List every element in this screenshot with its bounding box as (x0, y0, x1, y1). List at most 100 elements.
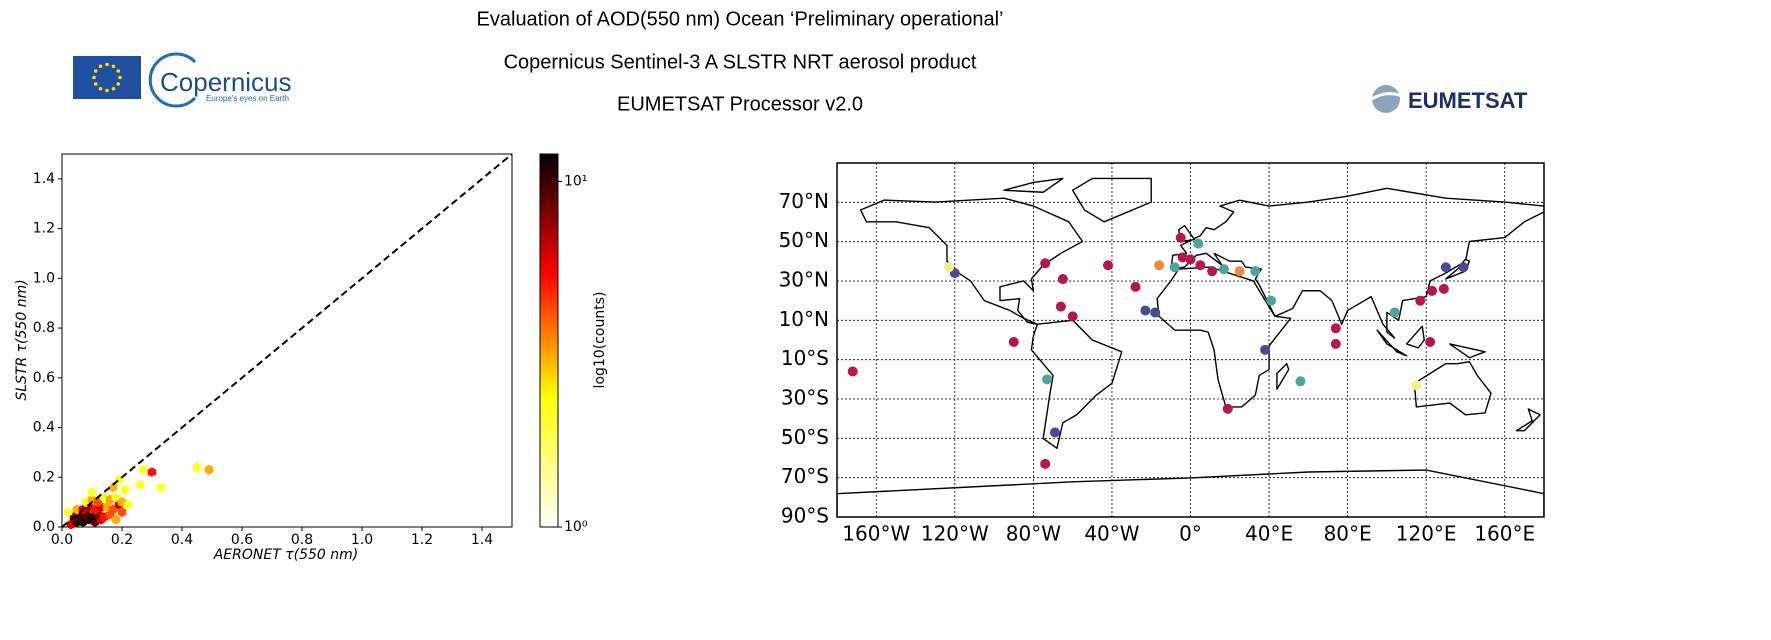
y-tick-label: 0.2 (33, 469, 55, 485)
flag-star (92, 75, 96, 80)
station-point (1440, 262, 1451, 273)
station-point (1330, 338, 1341, 349)
hexbin-cell (150, 474, 160, 485)
flag-star (118, 75, 122, 80)
flag-star (111, 86, 116, 91)
y-tick-label: 0.0 (33, 519, 55, 535)
station-point (1140, 305, 1151, 316)
x-tick-label: 40°W (1084, 522, 1139, 546)
y-tick-label: 50°S (781, 425, 829, 449)
x-tick-label: 120°W (921, 522, 989, 546)
y-tick-label: 50°N (779, 228, 829, 252)
x-tick-label: 1.0 (351, 532, 373, 548)
hexbin-cell (168, 489, 178, 500)
station-point (1427, 285, 1438, 296)
y-tick-label: 70°N (779, 189, 829, 213)
y-tick-label: 0.4 (33, 420, 55, 436)
station-point (1411, 380, 1422, 391)
station-point (1266, 295, 1277, 306)
hexbin-cell (183, 439, 193, 450)
station-point (1040, 258, 1051, 269)
title-line: Evaluation of AOD(550 nm) Ocean ‘Prelimi… (477, 8, 1004, 30)
x-tick-label: 0.2 (111, 532, 133, 548)
hexbin-cell (138, 464, 148, 475)
y-tick-label: 0.8 (33, 320, 55, 336)
colorbar (539, 153, 559, 528)
x-tick-label: 80°E (1324, 522, 1372, 546)
station-point (847, 366, 858, 377)
x-tick-label: 40°E (1245, 522, 1293, 546)
station-point (1169, 262, 1180, 273)
hexbin-cell (132, 494, 142, 505)
y-tick-label: 1.2 (33, 221, 55, 237)
hexbin-cell (147, 444, 157, 455)
hexbin-cell (147, 467, 157, 478)
station-point (1175, 232, 1186, 243)
station-point (1295, 376, 1306, 387)
x-tick-label: 1.4 (471, 532, 493, 548)
eumetsat-logo: EUMETSAT (1371, 85, 1528, 113)
one-to-one-line (61, 153, 513, 528)
y-tick-label: 30°S (781, 386, 829, 410)
title-line: Copernicus Sentinel-3 A SLSTR NRT aeroso… (504, 51, 977, 73)
x-tick-label: 0° (1179, 522, 1202, 546)
station-point (1130, 281, 1141, 292)
eu-flag (73, 56, 141, 99)
station-point (1222, 403, 1233, 414)
logo-text: EUMETSAT (1408, 88, 1528, 113)
y-tick-label: 70°S (781, 464, 829, 488)
flag-star (93, 69, 98, 73)
station-point (1057, 274, 1068, 285)
x-tick-label: 1.2 (411, 532, 433, 548)
x-tick-label: 160°E (1474, 522, 1535, 546)
plot-frame (61, 153, 513, 528)
x-tick-label: 0.6 (231, 532, 253, 548)
station-point (1193, 238, 1204, 249)
station-point (1218, 264, 1229, 275)
y-tick-label: 0.6 (33, 370, 55, 386)
station-point (1195, 260, 1206, 271)
flag-star (105, 62, 109, 67)
hexbin-cell (135, 479, 145, 490)
x-tick-label: 0.4 (171, 532, 193, 548)
station-point (1049, 427, 1060, 438)
station-point (1330, 323, 1341, 334)
flag-star (111, 64, 116, 69)
station-point (1150, 307, 1161, 318)
flag-star (98, 64, 103, 69)
logo-tagline: Europe's eyes on Earth (206, 94, 289, 103)
station-point (1008, 336, 1019, 347)
station-point (1042, 374, 1053, 385)
station-point (1260, 344, 1271, 355)
hexbin-cell (117, 507, 127, 518)
station-point (1234, 266, 1245, 277)
station-point (1438, 283, 1449, 294)
flag-star (116, 82, 121, 86)
y-tick-label: 90°S (781, 504, 829, 528)
hexbin-cell (120, 484, 130, 495)
flag-star (98, 86, 103, 91)
station-point (1154, 260, 1165, 271)
x-tick-label: 120°E (1396, 522, 1457, 546)
x-tick-label: 80°W (1006, 522, 1061, 546)
station-point (1040, 458, 1051, 469)
colorbar-tick-label: 10¹ (564, 173, 587, 189)
hexbin-cell (192, 462, 202, 473)
station-point (1067, 311, 1078, 322)
hexbin-cell (111, 514, 121, 525)
hexbin-cell (96, 484, 106, 495)
y-tick-label: 10°N (779, 307, 829, 331)
station-point (1103, 260, 1114, 271)
hexbin-cell (162, 462, 172, 473)
flag-star (116, 69, 121, 73)
y-tick-label: 1.0 (33, 270, 55, 286)
station-point (1425, 336, 1436, 347)
station-point (1185, 254, 1196, 265)
hexbin-cell (144, 487, 154, 498)
y-tick-label: 10°S (781, 346, 829, 370)
hexbin-cell (225, 407, 235, 418)
x-tick-label: 160°W (842, 522, 910, 546)
copernicus-logo: Copernicus Europe's eyes on Earth (148, 52, 292, 108)
station-point (943, 262, 954, 273)
